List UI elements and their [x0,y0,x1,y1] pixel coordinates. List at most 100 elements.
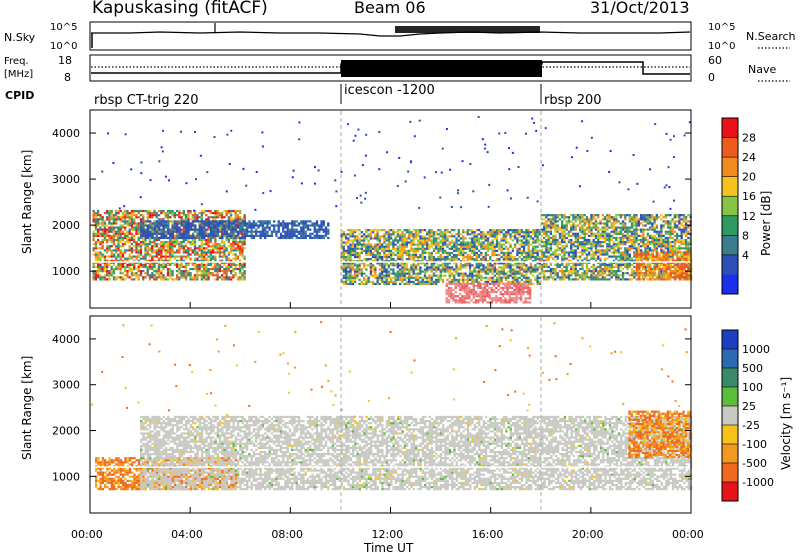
power-cell [139,214,143,217]
power-cell [160,265,163,269]
power-cell [556,274,559,277]
power-cell [218,220,222,223]
power-cell [315,230,319,233]
power-cell [392,258,395,261]
power-cell [371,247,375,250]
power-cell [504,253,508,257]
power-cell [490,286,493,290]
power-cell [387,243,391,246]
power-cell [112,253,116,256]
power-cell [171,234,174,237]
power-cell [493,278,496,281]
power-cell [543,224,546,227]
power-cell [243,265,246,269]
power-cell [108,220,111,223]
power-cell [579,230,582,233]
power-cell [196,214,199,217]
power-cell [570,243,573,246]
power-cell [385,272,388,275]
power-cell [441,233,445,236]
power-cell [540,253,544,256]
power-cell [444,233,447,236]
power-cell [238,259,242,262]
power-cell [365,237,368,240]
power-cell [563,272,566,275]
power-cell [255,234,258,237]
power-cell [137,251,140,254]
power-cell [155,214,158,217]
power-cell [198,263,201,266]
power-cell [189,211,192,215]
power-cell [238,251,242,254]
power-cell [238,232,242,235]
power-cell [477,276,481,279]
power-cell [572,234,575,237]
power-cell [601,267,604,271]
power-cell [561,272,564,275]
power-cell [106,238,109,242]
power-cell [570,247,573,250]
power-cell [137,222,140,225]
power-cell [205,272,208,275]
power-cell [191,278,194,281]
power-cell [243,241,246,244]
power-cell [243,220,247,223]
power-cell [142,257,145,260]
power-cell [599,274,602,277]
power-cell [158,220,161,223]
power-cell [590,276,593,279]
power-cell [525,268,528,271]
power-cell [540,255,544,258]
power-cell [358,241,361,244]
power-cell [205,241,208,244]
power-cell [549,214,553,217]
power-cell [286,226,289,229]
power-cell [92,220,95,223]
power-cell [516,266,519,269]
power-cell [236,241,240,244]
power-cell [130,243,134,246]
power-cell [178,249,181,252]
power-cell [229,214,233,217]
power-cell [477,264,481,267]
power-cell [288,232,292,235]
power-cell [516,229,519,232]
power-cell [101,261,104,264]
power-cell [421,253,424,257]
power-cell [164,220,168,223]
power-cell [387,272,391,275]
power-cell [545,214,548,217]
power-cell [214,224,217,227]
power-cell [570,228,573,231]
power-cell [220,255,224,258]
power-cell [515,293,518,296]
power-cell [522,243,526,246]
power-cell [185,226,188,229]
power-cell [462,264,465,267]
power-cell [590,265,593,269]
power-cell [180,232,183,235]
power-cell [185,232,188,235]
power-cell [430,282,433,286]
power-cell [482,241,485,244]
power-cell [519,286,523,290]
power-cell [435,231,438,234]
power-cell [362,262,366,265]
power-cell [211,261,215,264]
power-cell [376,239,379,242]
power-cell [385,276,388,279]
power-cell [457,239,460,242]
power-cell [545,259,548,262]
power-cell [432,280,436,284]
power-cell [225,267,228,271]
power-cell [119,236,122,240]
power-cell [148,243,152,246]
power-cell [410,243,413,246]
power-cell [99,232,102,235]
power-cell [486,272,490,275]
power-cell [500,270,503,273]
power-cell [480,245,483,248]
power-cell [119,270,122,273]
power-cell [558,214,562,217]
power-cell [214,257,217,260]
